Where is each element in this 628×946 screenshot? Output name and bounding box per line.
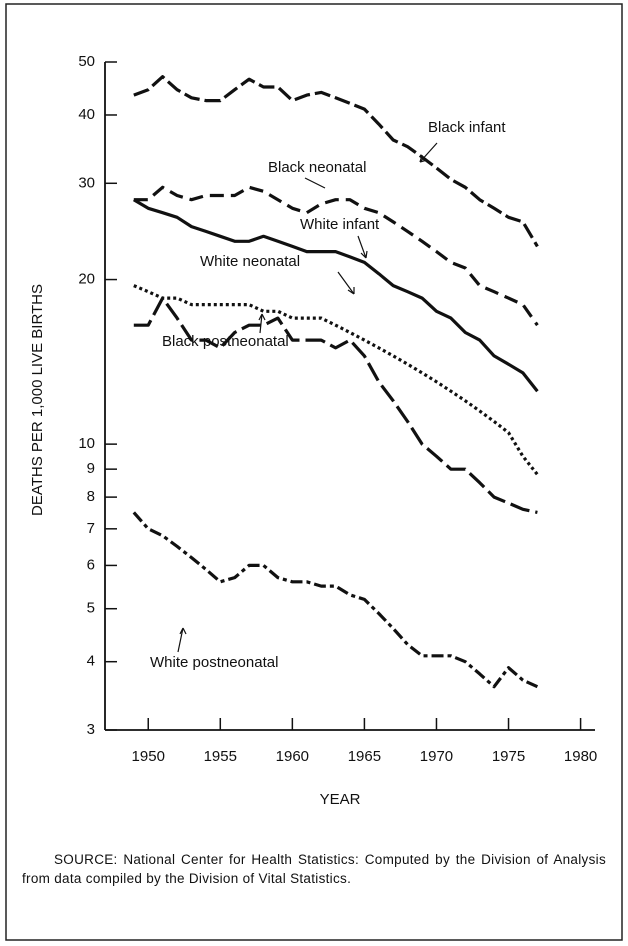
series-label: Black infant bbox=[428, 119, 506, 136]
annotation-arrows bbox=[177, 142, 438, 653]
series-label: Black postneonatal bbox=[162, 333, 289, 350]
series-line bbox=[133, 75, 539, 248]
y-tick-label: 20 bbox=[78, 271, 95, 288]
series-label: White neonatal bbox=[200, 253, 300, 270]
y-tick-label: 7 bbox=[87, 520, 95, 537]
series-label: White infant bbox=[300, 216, 380, 233]
y-tick-label: 4 bbox=[87, 653, 95, 670]
x-tick-label: 1970 bbox=[420, 748, 453, 765]
frame bbox=[5, 3, 623, 941]
x-tick-label: 1950 bbox=[132, 748, 165, 765]
y-tick-label: 9 bbox=[87, 460, 95, 477]
series-line bbox=[133, 185, 539, 327]
series-label: Black neonatal bbox=[268, 159, 366, 176]
y-tick-label: 3 bbox=[87, 721, 95, 738]
y-tick-label: 6 bbox=[87, 556, 95, 573]
x-tick-label: 1960 bbox=[276, 748, 309, 765]
x-tick-label: 1980 bbox=[564, 748, 597, 765]
series-line bbox=[133, 296, 538, 514]
y-tick-label: 10 bbox=[78, 435, 95, 452]
series-label: White postneonatal bbox=[150, 654, 278, 671]
x-tick-label: 1975 bbox=[492, 748, 525, 765]
y-tick-label: 50 bbox=[78, 53, 95, 70]
y-tick-label: 40 bbox=[78, 106, 95, 123]
y-axis-label: DEATHS PER 1,000 LIVE BIRTHS bbox=[29, 284, 46, 516]
x-tick-label: 1955 bbox=[204, 748, 237, 765]
y-tick-label: 30 bbox=[78, 174, 95, 191]
series-line bbox=[133, 284, 539, 476]
source-note: SOURCE: National Center for Health Stati… bbox=[22, 852, 606, 886]
series-line bbox=[132, 198, 539, 393]
series-line bbox=[132, 511, 539, 689]
x-axis-label: YEAR bbox=[320, 791, 361, 808]
y-tick-label: 5 bbox=[87, 600, 95, 617]
y-tick-label: 8 bbox=[87, 488, 95, 505]
x-tick-label: 1965 bbox=[348, 748, 381, 765]
